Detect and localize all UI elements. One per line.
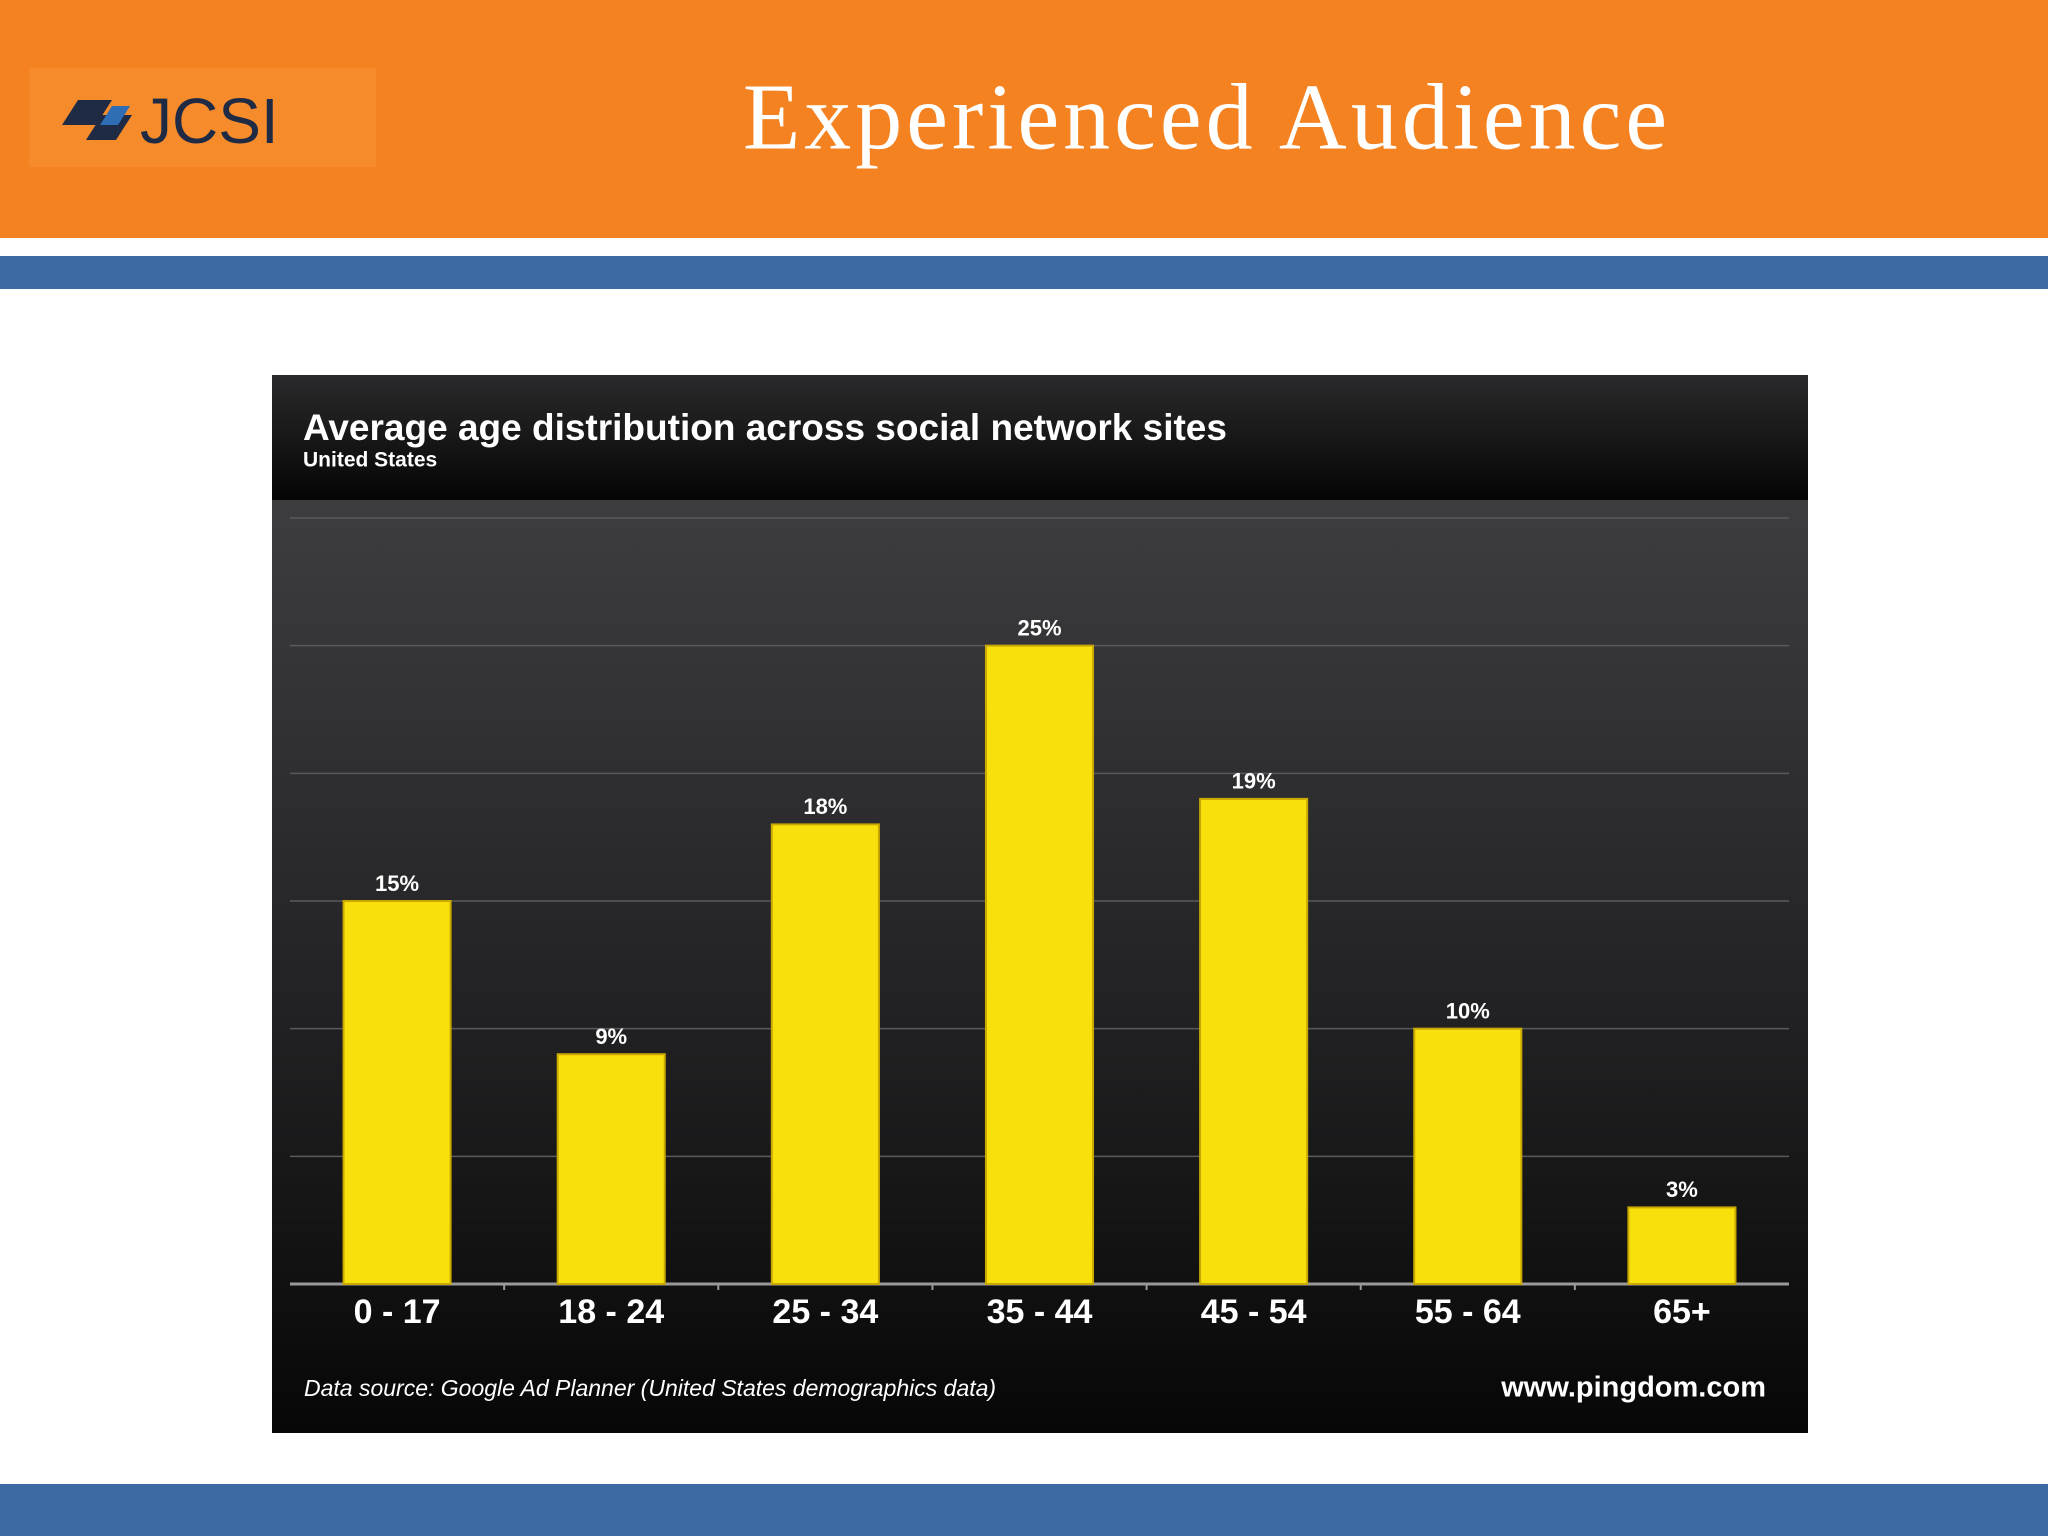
source-note: Data source: Google Ad Planner (United S…	[304, 1375, 996, 1401]
x-tick-label: 35 - 44	[987, 1293, 1093, 1331]
data-label: 18%	[803, 794, 847, 819]
x-tick-label: 25 - 34	[772, 1293, 878, 1331]
data-label: 3%	[1666, 1177, 1698, 1202]
logo-icon	[62, 100, 132, 140]
slide-title: Experienced Audience	[743, 66, 1671, 170]
bar	[556, 1053, 666, 1285]
bar	[1413, 1027, 1523, 1285]
x-tick-label: 55 - 64	[1415, 1293, 1521, 1331]
bar	[342, 900, 452, 1285]
logo-text: JCSI	[140, 85, 279, 157]
data-label: 10%	[1446, 998, 1490, 1023]
chart-subtitle: United States	[303, 449, 437, 472]
data-label: 19%	[1232, 769, 1276, 794]
blue-band	[0, 256, 2048, 289]
data-label: 15%	[375, 871, 419, 896]
x-tick-label: 65+	[1653, 1293, 1711, 1331]
x-tick-label: 0 - 17	[354, 1293, 441, 1331]
data-label: 25%	[1017, 615, 1061, 640]
bar	[1627, 1206, 1737, 1286]
chart-title: Average age distribution across social n…	[303, 407, 1227, 448]
logo-icon-accent	[100, 106, 130, 125]
credit: www.pingdom.com	[1500, 1372, 1766, 1404]
bar	[984, 644, 1095, 1285]
footer-band	[0, 1484, 2048, 1536]
chart-header	[272, 375, 1808, 500]
x-tick-label: 45 - 54	[1201, 1293, 1307, 1331]
bar	[770, 823, 880, 1286]
x-tick-label: 18 - 24	[558, 1293, 664, 1331]
bar	[1199, 797, 1309, 1285]
data-label: 9%	[595, 1024, 627, 1049]
